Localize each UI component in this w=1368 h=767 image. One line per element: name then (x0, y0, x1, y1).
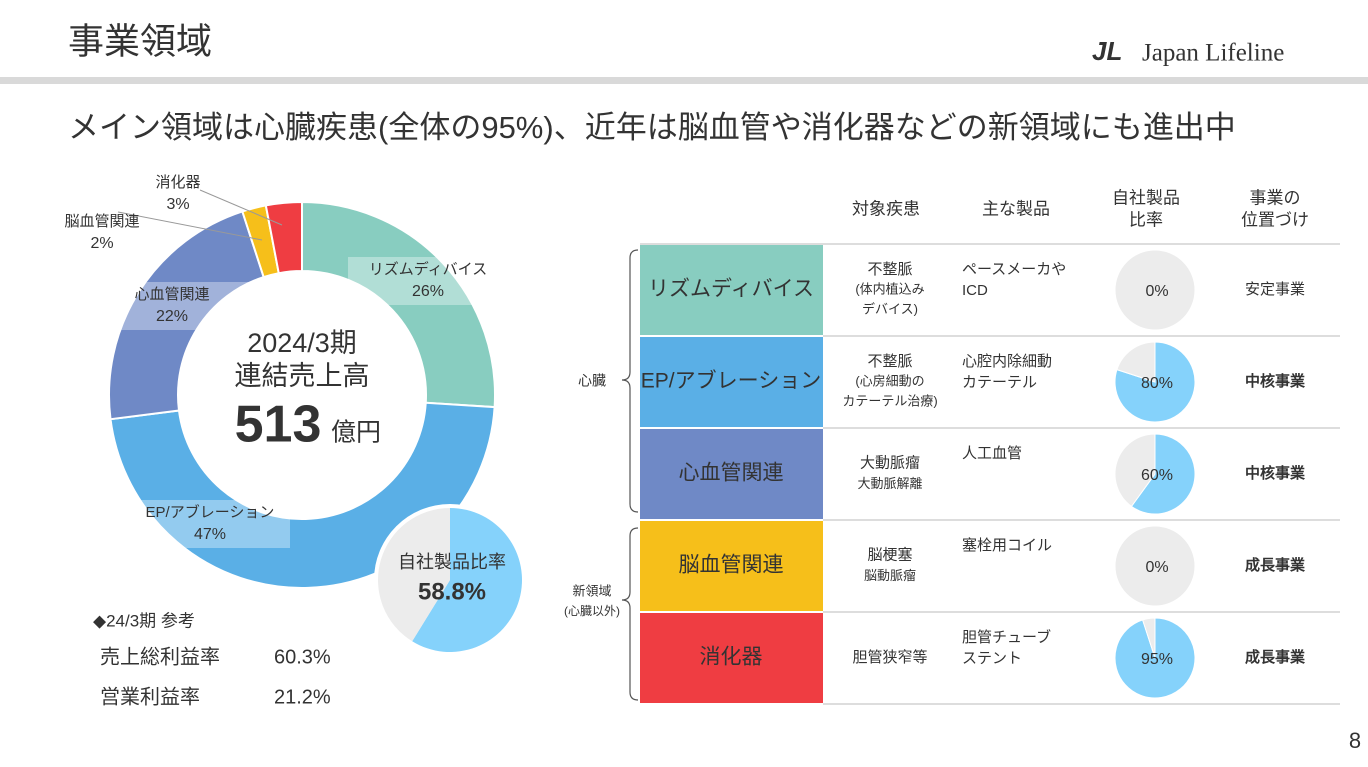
reference-value: 60.3% (274, 646, 331, 668)
segment-value: 47% (194, 526, 226, 543)
segment-name: 脳血管関連 (679, 554, 784, 577)
column-header: 位置づけ (1241, 210, 1309, 229)
disease: 脳動脈瘤 (864, 568, 916, 583)
position: 成長事業 (1245, 648, 1306, 666)
disease: 大動脈瘤 (860, 454, 920, 471)
disease: (心房細動の (855, 373, 924, 388)
disease: (体内植込み (855, 281, 924, 296)
segment-label: 心血管関連 (134, 286, 209, 303)
pie-slice (1114, 525, 1196, 607)
logo-mark: JL (1092, 36, 1122, 66)
ratio-label: 0% (1145, 283, 1168, 300)
position: 中核事業 (1245, 372, 1306, 390)
total-value: 513 (235, 396, 322, 454)
leader-line (199, 189, 283, 226)
segment-label: EP/アブレーション (146, 503, 275, 521)
column-header: 比率 (1129, 210, 1163, 229)
disease: カテーテル治療) (842, 393, 937, 408)
position: 中核事業 (1245, 464, 1306, 482)
page-title: 事業領域 (68, 21, 212, 62)
segment-name: リズムディバイス (648, 278, 814, 301)
label-box (130, 500, 290, 548)
disease: 胆管狭窄等 (852, 648, 927, 666)
ratio-label: 0% (1145, 559, 1168, 576)
label-box (92, 282, 252, 330)
headline: メイン領域は心臓疾患(全体の95%)、近年は脳血管や消化器などの新領域にも進出中 (68, 110, 1236, 145)
segment-cell (640, 613, 823, 703)
bracket (621, 249, 639, 513)
ratio-label: 80% (1141, 375, 1173, 392)
product: ICD (962, 282, 988, 299)
pie-slice (1114, 249, 1196, 331)
column-header: 主な製品 (982, 199, 1050, 218)
label-box (348, 257, 508, 305)
total-unit: 億円 (331, 419, 381, 447)
product: 心腔内除細動 (962, 353, 1052, 370)
header-bar (0, 77, 1368, 84)
segment-cell (640, 429, 823, 519)
product: 胆管チューブ (962, 628, 1051, 646)
segment-value: 3% (166, 196, 189, 213)
leader-line (117, 211, 263, 241)
product: カテーテル (962, 374, 1037, 391)
column-header: 自社製品 (1112, 188, 1180, 207)
logo-text: Japan Lifeline (1142, 40, 1284, 67)
center-label: 連結売上高 (235, 361, 370, 391)
disease: デバイス) (862, 301, 918, 316)
pie-slice (1114, 433, 1156, 508)
product: 人工血管 (962, 445, 1022, 462)
segment-name: EP/アブレーション (641, 370, 821, 393)
group-label: (心臓以外) (564, 604, 620, 618)
disease: 不整脈 (867, 261, 912, 278)
disease: 大動脈解離 (857, 476, 922, 491)
disease: 不整脈 (867, 353, 912, 370)
reference-label: 営業利益率 (100, 685, 200, 708)
segment-name: 消化器 (700, 646, 763, 669)
center-label: 2024/3期 (247, 328, 357, 358)
group-label: 新領域 (572, 583, 611, 598)
pie-slice (108, 210, 265, 421)
pie-slice (412, 508, 522, 652)
group-label: 心臓 (578, 373, 606, 389)
pie-slice (1130, 433, 1196, 515)
reference-value: 21.2% (274, 686, 331, 708)
pie-title: 自社製品比率 (398, 552, 506, 572)
segment-name: 心血管関連 (679, 462, 784, 485)
ratio-label: 60% (1141, 467, 1173, 484)
page-number: 8 (1349, 728, 1361, 753)
reference-label: 売上総利益率 (100, 645, 220, 668)
segment-cell (640, 337, 823, 427)
bracket (621, 527, 639, 701)
product: 塞栓用コイル (962, 536, 1052, 554)
segment-value: 2% (90, 235, 113, 252)
reference-title: ◆24/3期 参考 (93, 611, 195, 630)
column-header: 対象疾患 (852, 199, 920, 218)
segment-cell (640, 245, 823, 335)
segment-value: 26% (412, 283, 444, 300)
pie-slice (264, 200, 303, 275)
pie-slice (301, 200, 496, 409)
product: ペースメーカや (962, 261, 1066, 278)
pie-slice (1116, 341, 1156, 383)
ratio-label: 95% (1141, 651, 1173, 668)
pie-value: 58.8% (418, 578, 486, 605)
pie-slice (378, 508, 450, 642)
position: 安定事業 (1245, 281, 1305, 298)
pie-slice (1142, 617, 1156, 659)
column-header: 事業の (1250, 188, 1301, 207)
segment-cell (640, 521, 823, 611)
segment-value: 22% (156, 308, 188, 325)
segment-label: 消化器 (155, 174, 200, 191)
segment-label: 脳血管関連 (64, 213, 139, 230)
segment-label: リズムディバイス (369, 260, 488, 278)
product: ステント (962, 650, 1022, 667)
disease: 脳梗塞 (867, 545, 912, 563)
position: 成長事業 (1245, 556, 1306, 574)
